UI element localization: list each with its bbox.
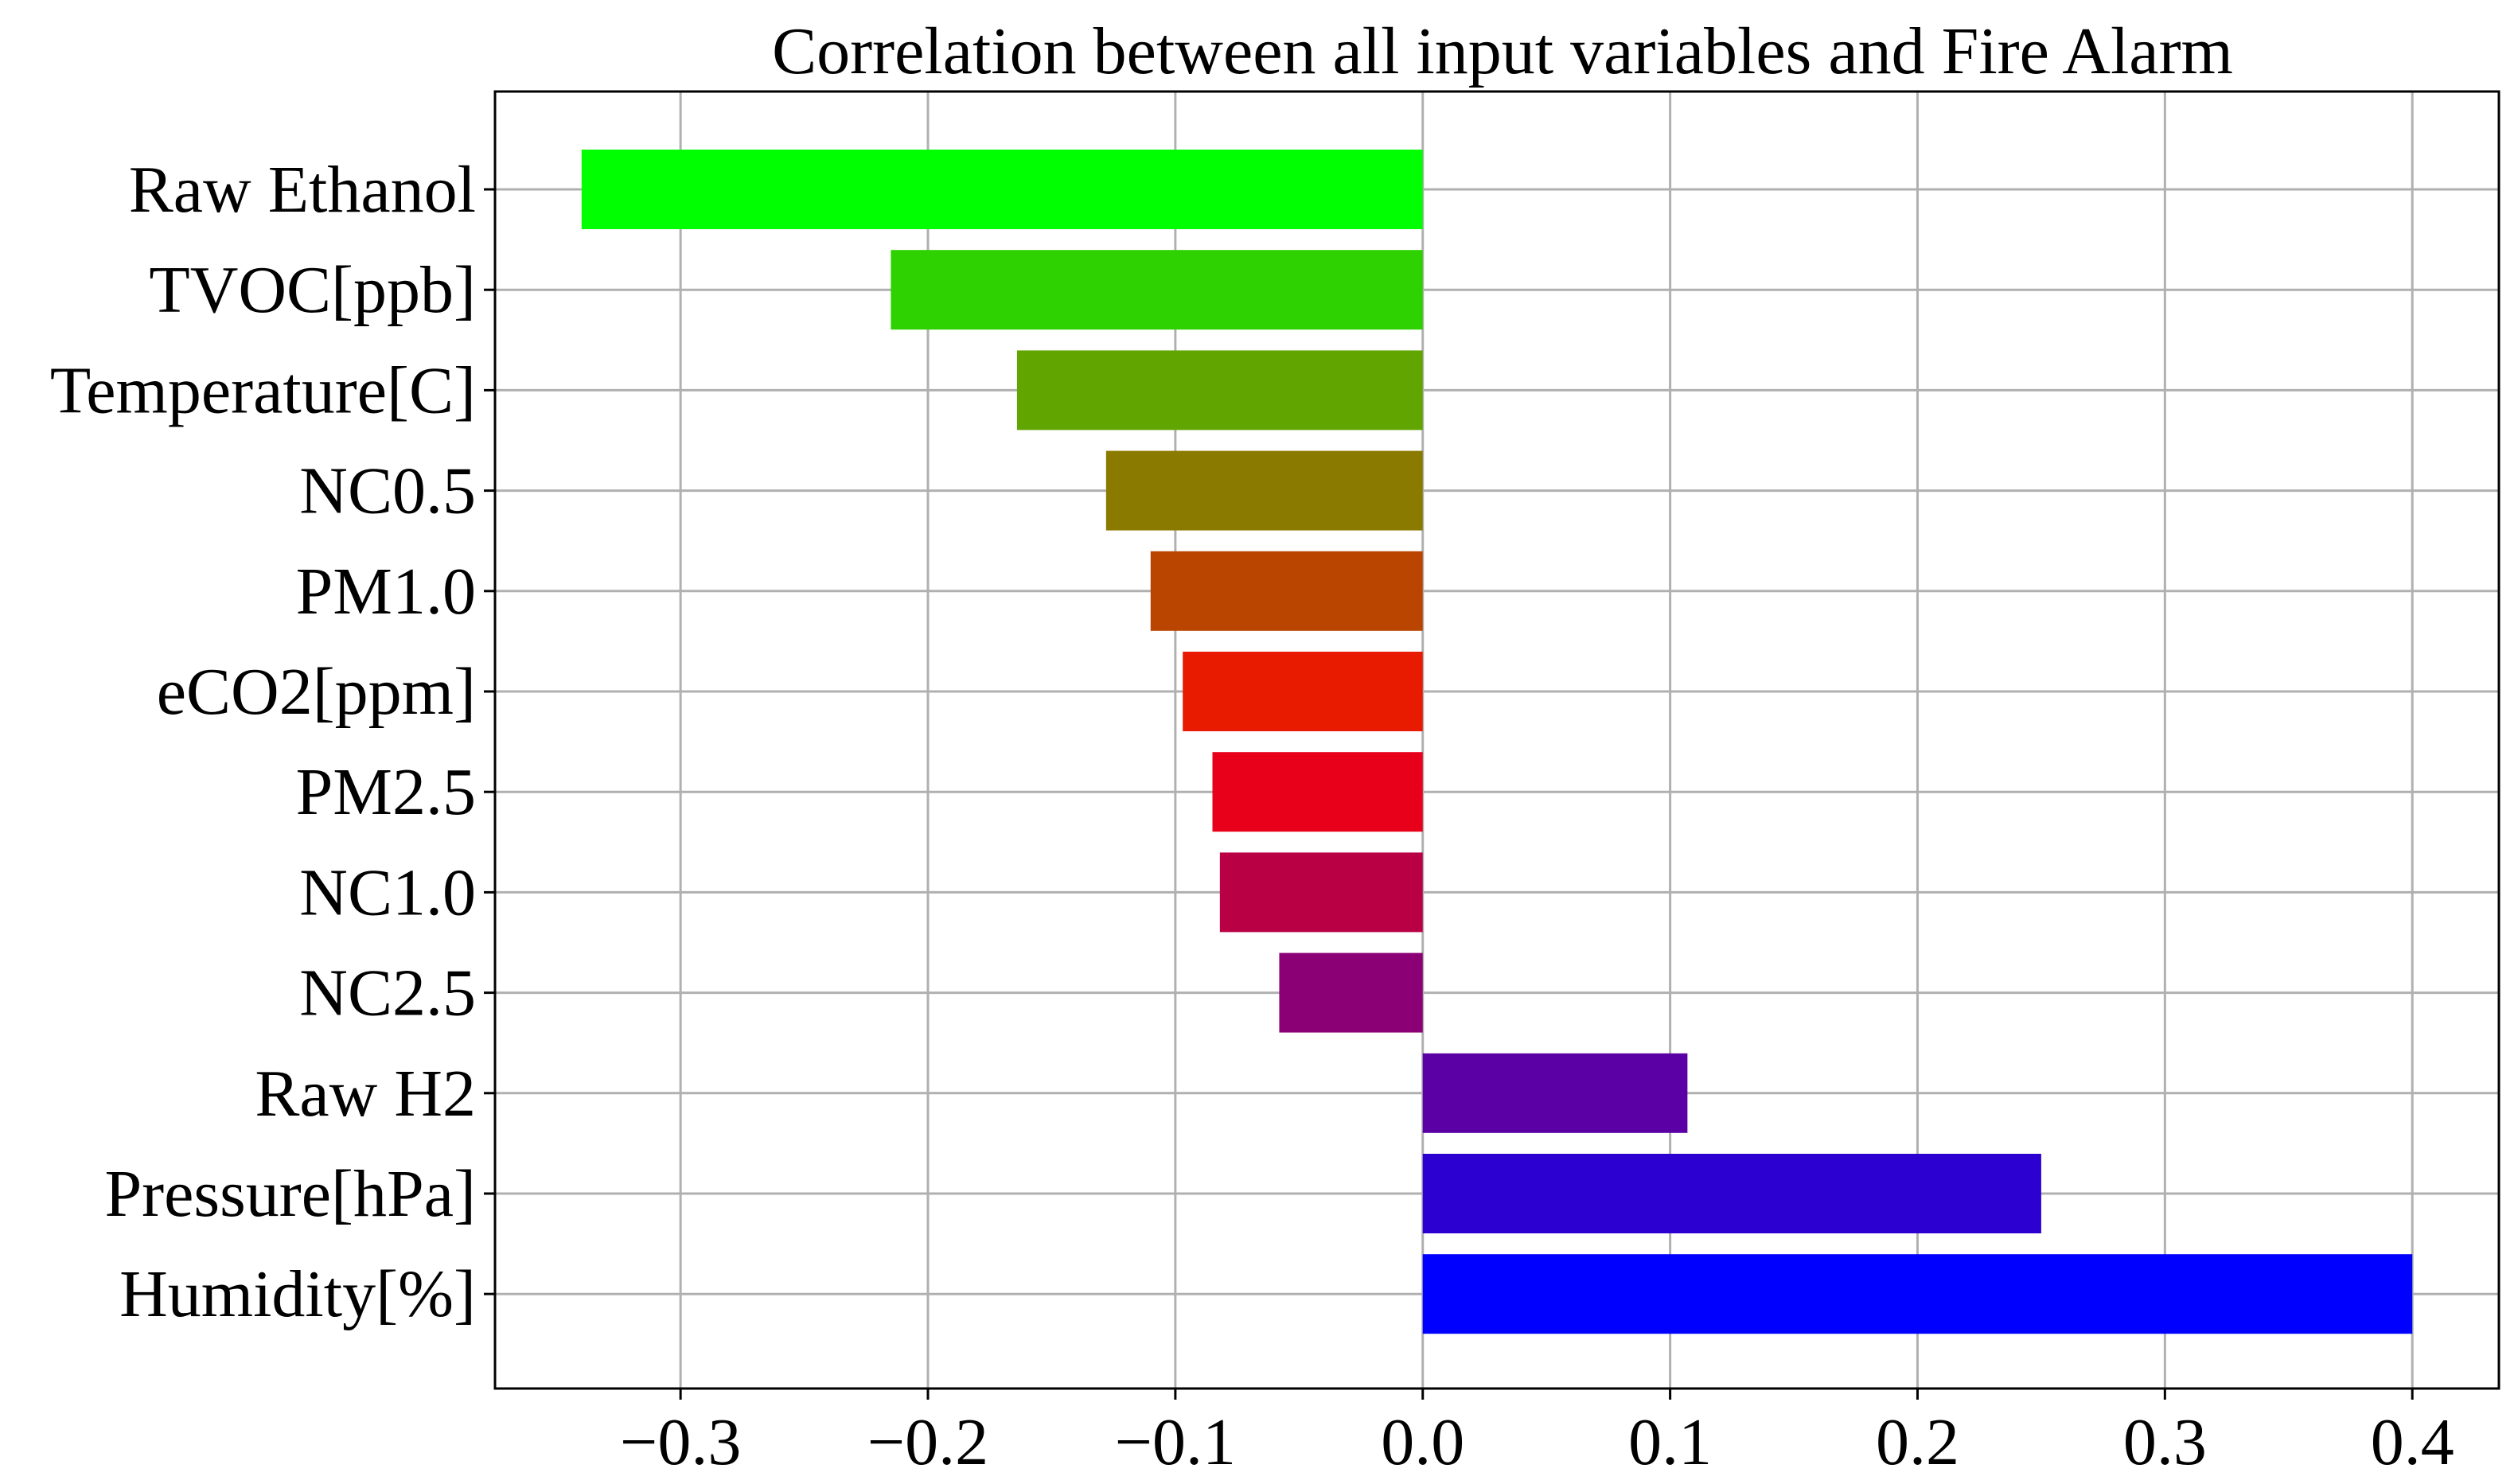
x-tick-label: −0.1	[1115, 1405, 1236, 1479]
bar	[1422, 1154, 2041, 1233]
y-tick-label: NC2.5	[299, 956, 476, 1030]
y-tick-label: Pressure[hPa]	[104, 1157, 476, 1231]
plot-frame	[493, 90, 2500, 1390]
x-tick-label: −0.3	[620, 1405, 741, 1479]
bar	[1422, 1254, 2413, 1334]
y-tick-label: PM2.5	[296, 755, 476, 829]
bar	[1422, 1053, 1688, 1133]
x-tick-label: −0.2	[867, 1405, 988, 1479]
x-tick-label: 0.4	[2371, 1405, 2454, 1479]
bar	[1183, 652, 1423, 731]
bar	[1105, 450, 1423, 531]
y-tick-label: Humidity[%]	[119, 1257, 476, 1331]
x-tick-label: 0.0	[1381, 1405, 1464, 1479]
y-tick-label: eCO2[ppm]	[157, 655, 476, 729]
x-axis: −0.3 −0.2 −0.1 0.0 0.1 0.2 0.3 0.4	[620, 1389, 2454, 1479]
y-tick-label: NC1.0	[299, 855, 476, 929]
y-tick-label: Raw Ethanol	[129, 153, 476, 227]
y-tick-label: NC0.5	[299, 454, 476, 528]
y-tick-label: Temperature[C]	[50, 353, 476, 427]
y-tick-label: PM1.0	[296, 555, 476, 629]
bar	[1219, 852, 1423, 933]
bar	[891, 250, 1423, 330]
x-tick-label: 0.1	[1628, 1405, 1712, 1479]
y-tick-label: TVOC[ppb]	[149, 253, 476, 327]
y-tick-label: Raw H2	[255, 1057, 476, 1131]
x-tick-label: 0.2	[1876, 1405, 1959, 1479]
chart-title: Correlation between all input variables …	[772, 14, 2233, 88]
y-axis: Raw Ethanol TVOC[ppb] Temperature[C] NC0.5 P…	[50, 153, 495, 1331]
bar	[581, 150, 1423, 229]
bar	[1150, 551, 1423, 631]
bar	[1016, 350, 1423, 430]
bar	[1212, 752, 1423, 832]
bar	[1279, 952, 1423, 1033]
bar-layer	[581, 150, 2413, 1334]
x-tick-label: 0.3	[2123, 1405, 2207, 1479]
